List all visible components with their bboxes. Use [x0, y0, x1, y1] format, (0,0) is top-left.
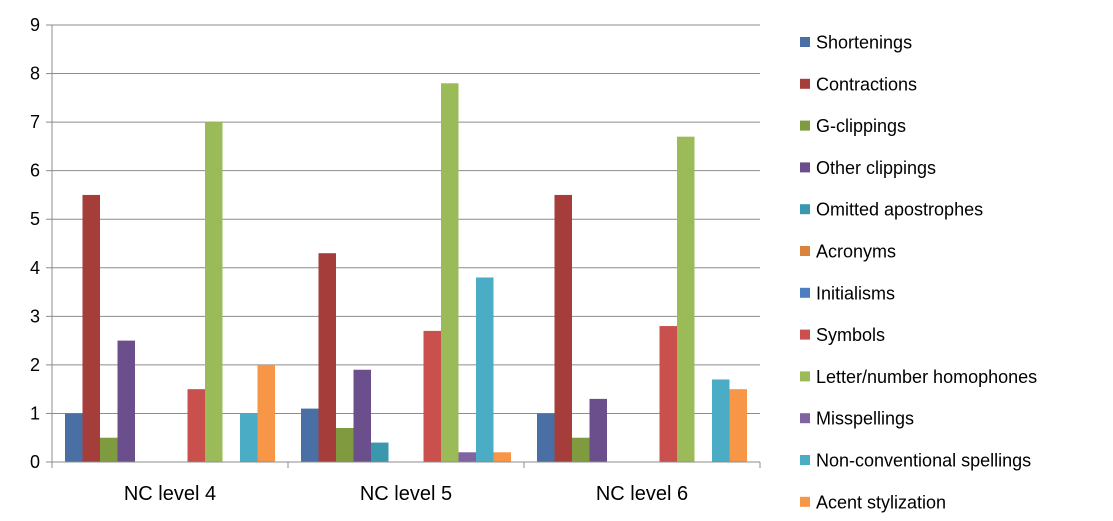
legend-label: Acronyms [816, 242, 896, 262]
legend-entry: Acronyms [800, 242, 896, 262]
y-tick-label: 7 [30, 112, 40, 132]
legend-label: Acent stylization [816, 492, 946, 512]
y-tick-label: 4 [30, 258, 40, 278]
legend-entry: Acent stylization [800, 492, 946, 512]
legend-swatch [800, 287, 810, 298]
bar [677, 136, 695, 462]
legend-swatch [800, 455, 810, 465]
bar [441, 83, 459, 463]
legend-swatch [800, 78, 810, 89]
bar [353, 369, 371, 462]
gridlines [52, 24, 760, 414]
bar [493, 452, 511, 462]
legend-swatch [800, 162, 810, 173]
legend-entry: G-clippings [800, 116, 906, 136]
bar [117, 340, 135, 462]
legend-label: Symbols [816, 325, 885, 345]
bar [205, 122, 223, 462]
bar [318, 253, 336, 462]
legend-label: Misspellings [816, 409, 914, 429]
bar [240, 413, 258, 462]
bars [65, 83, 747, 463]
bar [187, 389, 205, 462]
legend-entry: Initialisms [800, 283, 895, 303]
legend-swatch [800, 413, 810, 424]
y-tick-label: 5 [30, 209, 40, 229]
legend-label: G-clippings [816, 116, 906, 136]
axes: 0 1 2 3 4 5 6 7 8 9 NC level 4 NC level 5 NC level 6 [30, 15, 761, 505]
x-tick-label: NC level 6 [596, 483, 688, 505]
bar [371, 442, 389, 462]
legend-swatch [800, 371, 810, 382]
bar [554, 194, 572, 462]
legend-entry: Symbols [800, 325, 885, 345]
legend-swatch [800, 204, 810, 215]
bar [572, 437, 590, 462]
y-tick-label: 6 [30, 161, 40, 181]
legend-entry: Non-conventional spellings [800, 451, 1031, 471]
legend-swatch [800, 120, 810, 131]
x-tick-label: NC level 4 [124, 483, 216, 505]
bar [659, 326, 677, 462]
x-tick-label: NC level 5 [360, 483, 452, 505]
legend-label: Non-conventional spellings [816, 451, 1031, 471]
legend-entry: Other clippings [800, 158, 936, 178]
bar [423, 330, 441, 462]
legend-entry: Contractions [800, 74, 917, 94]
bar [476, 277, 494, 462]
bar [257, 364, 275, 462]
bar [729, 389, 747, 462]
y-tick-label: 9 [30, 15, 40, 35]
y-tick-label: 2 [30, 355, 40, 375]
legend-entry: Omitted apostrophes [800, 200, 983, 220]
y-tick-label: 3 [30, 306, 40, 326]
legend-label: Letter/number homophones [816, 367, 1037, 387]
bar [458, 452, 476, 462]
bar [712, 379, 730, 462]
y-tick-label: 0 [30, 452, 40, 472]
legend: Shortenings Contractions G-clippings Other … [800, 33, 1037, 512]
legend-label: Initialisms [816, 283, 895, 303]
bar [65, 413, 83, 462]
bar [82, 194, 100, 462]
legend-entry: Letter/number homophones [800, 367, 1037, 387]
bar [537, 413, 555, 462]
legend-entry: Misspellings [800, 409, 914, 429]
legend-swatch [800, 329, 810, 340]
legend-swatch [800, 246, 810, 256]
legend-label: Contractions [816, 74, 917, 94]
bar [100, 437, 118, 462]
bar [589, 398, 607, 462]
legend-entry: Shortenings [800, 33, 912, 53]
legend-label: Omitted apostrophes [816, 200, 983, 220]
legend-swatch [800, 37, 810, 47]
bar [336, 428, 354, 462]
y-tick-label: 1 [30, 403, 40, 423]
legend-label: Other clippings [816, 158, 936, 178]
y-tick-label: 8 [30, 64, 40, 84]
legend-swatch [800, 496, 810, 507]
legend-label: Shortenings [816, 33, 912, 53]
bar [301, 408, 319, 462]
